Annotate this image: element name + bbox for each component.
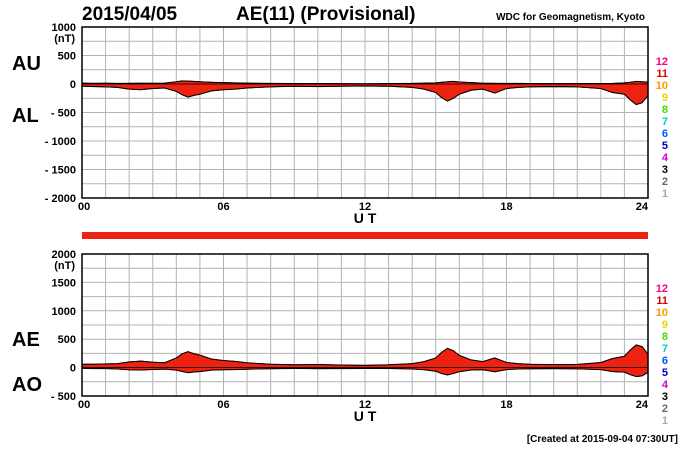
plot-date: 2015/04/05	[82, 4, 178, 25]
charts-0-xaxis-title: U T	[354, 210, 377, 226]
charts-0-station-legend-6: 6	[662, 128, 668, 140]
charts-0-station-legend-4: 4	[662, 152, 669, 164]
charts-0-station-legend-12: 12	[656, 56, 668, 68]
charts-0-station-legend-11: 11	[656, 68, 668, 80]
charts-0-station-legend-10: 10	[656, 80, 668, 92]
charts-1-ytick-label-4: 0	[70, 363, 76, 375]
charts-0-ytick-label-6: - 2000	[45, 193, 76, 205]
charts-0-ytick-label-5: - 1500	[45, 165, 76, 177]
charts-0-upper-series-label: AU	[12, 53, 41, 75]
charts-0-unit-label: (nT)	[54, 33, 75, 45]
charts-0-ytick-label-0: 1000	[52, 22, 76, 34]
charts-1-ytick-label-5: - 500	[51, 391, 76, 403]
charts-1-xtick-label-4: 24	[636, 399, 649, 411]
charts-0-lower-series-label: AL	[12, 105, 39, 127]
charts-1-ytick-label-3: 500	[58, 334, 76, 346]
charts-0-station-legend-5: 5	[662, 140, 668, 152]
charts-0-ytick-label-3: - 500	[51, 108, 76, 120]
charts-1-station-legend-10: 10	[656, 307, 668, 319]
charts-0-station-legend-8: 8	[662, 104, 668, 116]
charts-0-station-legend-3: 3	[662, 164, 668, 176]
charts-1-station-legend-8: 8	[662, 331, 668, 343]
charts-1-station-legend-6: 6	[662, 355, 668, 367]
charts-1-ytick-label-1: 1500	[52, 277, 76, 289]
charts-0-series-al-line	[81, 85, 649, 106]
charts-1-station-legend-12: 12	[656, 283, 668, 295]
charts-1-xaxis-title: U T	[354, 408, 377, 424]
charts-1-upper-series-label: AE	[12, 329, 40, 351]
charts-0-ytick-label-2: 0	[70, 79, 76, 91]
plot-source: WDC for Geomagnetism, Kyoto	[496, 12, 645, 23]
charts-1-plot-frame	[81, 253, 649, 397]
charts-1-series-ao-line	[81, 367, 649, 378]
charts-0-xtick-label-3: 18	[500, 201, 512, 213]
charts-1-lower-series-label: AO	[12, 374, 42, 396]
charts-0-plot-frame	[81, 26, 649, 199]
charts-0-ytick-label-4: - 1000	[45, 136, 76, 148]
charts-0-station-legend-7: 7	[662, 116, 668, 128]
charts-0-xtick-label-0: 00	[78, 201, 90, 213]
charts-1-station-legend-7: 7	[662, 343, 668, 355]
charts-0-station-legend-1: 1	[662, 188, 668, 200]
charts-1-station-legend-2: 2	[662, 403, 668, 415]
charts-1-station-legend-5: 5	[662, 367, 668, 379]
charts-0-station-legend-2: 2	[662, 176, 668, 188]
charts-1-series-ae-line	[82, 344, 649, 366]
charts-1-station-legend-1: 1	[662, 415, 668, 427]
footer-created: [Created at 2015-09-04 07:30UT]	[527, 434, 678, 445]
charts-1-unit-label: (nT)	[54, 260, 75, 272]
charts-1-xtick-label-3: 18	[500, 399, 512, 411]
panel-separator-bar	[82, 232, 648, 239]
charts-0-station-legend-9: 9	[662, 92, 668, 104]
charts-1-station-legend-11: 11	[656, 295, 668, 307]
charts-1-xtick-label-1: 06	[217, 399, 229, 411]
charts-1-station-legend-9: 9	[662, 319, 668, 331]
charts-0-xtick-label-1: 06	[217, 201, 229, 213]
charts-1-station-legend-3: 3	[662, 391, 668, 403]
charts-1-ytick-label-2: 1000	[52, 306, 76, 318]
charts-0-xtick-label-4: 24	[636, 201, 649, 213]
charts-1-xtick-label-2: 12	[359, 399, 371, 411]
charts-1-xtick-label-0: 00	[78, 399, 90, 411]
plot-title: AE(11) (Provisional)	[236, 4, 416, 25]
charts-0-ytick-label-1: 500	[58, 51, 76, 63]
charts-0-xtick-label-2: 12	[359, 201, 371, 213]
charts-1-ytick-label-0: 2000	[52, 249, 76, 261]
charts-1-station-legend-4: 4	[662, 379, 669, 391]
